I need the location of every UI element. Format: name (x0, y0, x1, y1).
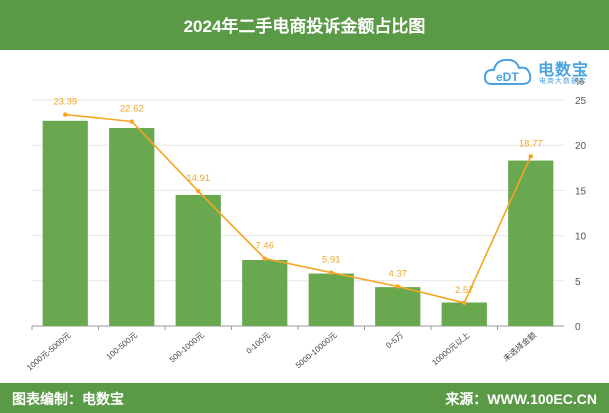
bar (175, 194, 221, 326)
data-label: 5.91 (322, 255, 341, 266)
line-path (65, 113, 532, 304)
chart-footer: 图表编制：电数宝 来源：WWW.100EC.CN (0, 383, 609, 413)
y-axis-labels: 0 5 10 15 20 25 (575, 96, 587, 333)
data-labels: 23.39 22.62 14.91 7.46 5.91 4.37 2.57 18.77 (53, 97, 542, 296)
line-point (462, 300, 467, 305)
data-label: 7.46 (256, 241, 275, 252)
brand-logo: eDT 电数宝 电商大数据库 (484, 54, 604, 90)
y-tick-label: 5 (575, 277, 581, 288)
footer-source: 来源：WWW.100EC.CN (445, 391, 597, 407)
bar (375, 287, 421, 326)
line-point (395, 284, 400, 289)
logo-subtitle: 电商大数据库 (539, 78, 587, 85)
x-axis-labels: 1000元-5000元 100-500元 500-1000元 0-100元 5000-1… (25, 326, 538, 372)
trend-line (63, 112, 533, 305)
line-point (196, 189, 201, 194)
data-label: 2.57 (455, 285, 474, 296)
bar (109, 128, 155, 326)
line-point (262, 256, 267, 261)
x-tick-label: 1000元-5000元 (25, 331, 72, 373)
logo-badge: eDT (496, 70, 519, 84)
bars (42, 120, 554, 327)
data-label: 14.91 (186, 173, 210, 184)
bar (308, 273, 354, 326)
line-point (129, 119, 134, 124)
x-tick-label: 500-1000元 (168, 331, 206, 365)
y-axis-unit: % (575, 77, 584, 88)
y-tick-label: 15 (575, 186, 587, 197)
y-tick-label: 0 (575, 322, 581, 333)
y-tick-label: 25 (575, 96, 587, 107)
x-tick-label: 5000-10000元 (294, 331, 339, 370)
chart-header: 2024年二手电商投诉金额占比图 (0, 0, 609, 50)
logo-brand: 电数宝 (538, 62, 590, 79)
data-label: 4.37 (389, 268, 408, 279)
data-label: 23.39 (53, 97, 77, 108)
chart-title: 2024年二手电商投诉金额占比图 (183, 17, 426, 36)
bar (42, 120, 88, 327)
bar (508, 160, 554, 326)
y-tick-label: 20 (575, 141, 587, 152)
bar (242, 260, 288, 326)
x-tick-label: 100-500元 (105, 331, 139, 362)
line-point (329, 270, 334, 275)
data-label: 18.77 (519, 138, 543, 149)
data-label: 22.62 (120, 104, 144, 115)
footer-credit: 图表编制：电数宝 (12, 391, 124, 407)
x-tick-label: 10000元以上 (430, 331, 471, 368)
line-point (63, 112, 68, 117)
x-tick-label: 0-5万 (384, 331, 405, 350)
x-tick-label: 0-100元 (244, 331, 272, 356)
cloud-logo-icon: eDT (484, 58, 532, 85)
bar (441, 302, 487, 326)
y-tick-label: 10 (575, 232, 587, 243)
line-point (528, 154, 533, 159)
x-tick-label: 未选择金额 (501, 330, 538, 363)
